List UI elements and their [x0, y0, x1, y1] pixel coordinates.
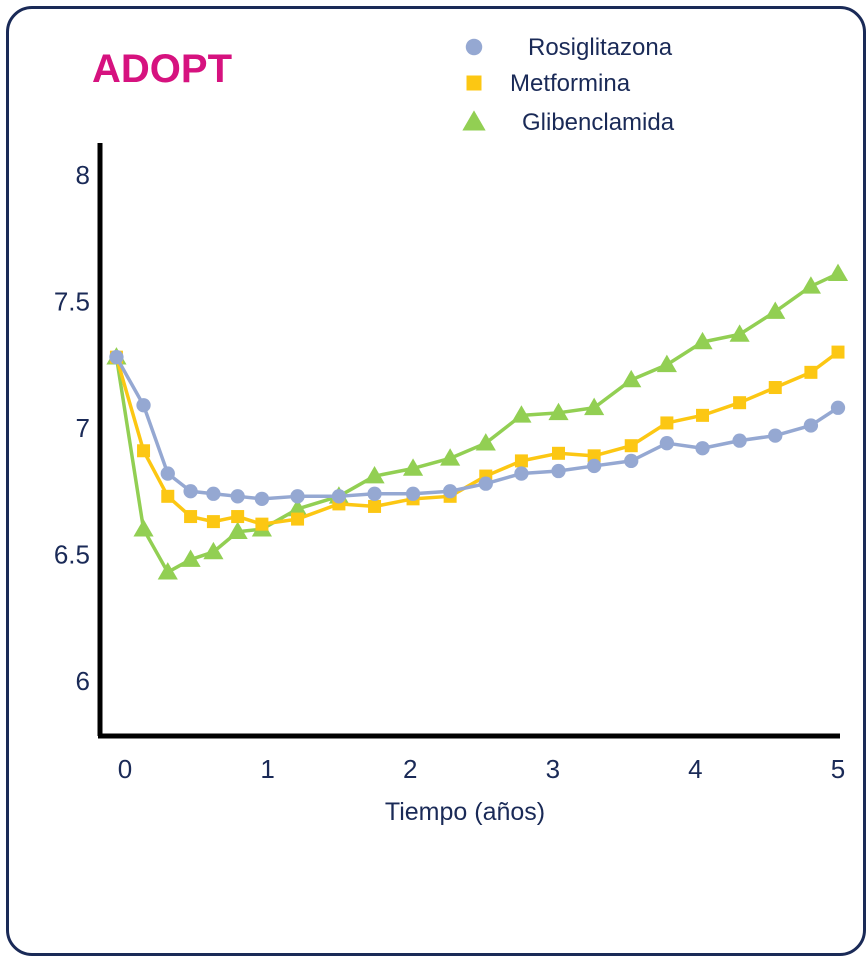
data-point	[803, 418, 819, 433]
data-point	[206, 486, 221, 501]
legend-item: Rosiglitazona	[465, 34, 673, 61]
data-point	[624, 453, 639, 469]
y-tick-label: 7.5	[54, 287, 90, 317]
data-point	[462, 110, 486, 131]
x-tick-label: 1	[260, 754, 274, 784]
legend-label: Metformina	[510, 70, 631, 97]
y-tick-label: 6	[76, 666, 90, 696]
data-point	[514, 466, 529, 481]
data-point	[765, 301, 786, 319]
x-tick-label: 4	[688, 754, 702, 784]
data-point	[254, 491, 270, 506]
data-point	[831, 345, 845, 359]
data-point	[231, 510, 245, 524]
data-point	[137, 444, 151, 458]
data-point	[584, 397, 605, 416]
legend: Rosiglitazona Metformina Glibenclamida	[462, 34, 675, 136]
data-point	[442, 484, 458, 499]
data-point	[587, 458, 602, 474]
data-point	[800, 276, 821, 294]
data-point	[548, 402, 569, 421]
x-tick-label: 2	[403, 754, 417, 784]
series-rosiglitazona	[109, 350, 846, 506]
data-point	[478, 476, 493, 491]
data-point	[624, 439, 638, 453]
data-point	[830, 400, 846, 415]
data-point	[827, 263, 849, 281]
data-point	[290, 489, 305, 504]
data-point	[768, 381, 782, 395]
data-point	[157, 562, 178, 580]
data-point	[203, 541, 224, 560]
legend-item: Metformina	[466, 70, 631, 97]
data-point	[331, 489, 347, 504]
data-point	[180, 549, 201, 567]
data-point	[367, 486, 382, 501]
data-point	[804, 365, 818, 379]
data-point	[109, 350, 124, 365]
data-point	[291, 512, 305, 526]
data-point	[465, 38, 483, 56]
x-axis-title: Tiempo (años)	[385, 798, 545, 826]
legend-label: Rosiglitazona	[528, 34, 673, 61]
y-tick-label: 7	[76, 413, 90, 443]
data-point	[729, 324, 750, 342]
data-point	[475, 433, 496, 451]
data-point	[660, 416, 674, 430]
data-point	[768, 428, 783, 443]
data-point	[230, 489, 245, 504]
data-point	[368, 499, 382, 513]
data-point	[287, 498, 308, 517]
data-point	[136, 398, 151, 413]
x-tick-label: 0	[118, 754, 132, 784]
data-point	[206, 515, 220, 529]
x-tick-label: 3	[546, 754, 560, 784]
data-point	[511, 405, 532, 423]
data-point	[255, 517, 269, 531]
data-point	[227, 521, 248, 540]
data-point	[364, 465, 385, 484]
data-point	[514, 454, 528, 468]
y-tick-label: 8	[76, 160, 90, 190]
data-point	[733, 396, 747, 410]
data-point	[692, 331, 713, 350]
series-glibenclamida	[106, 263, 849, 580]
data-point	[160, 466, 175, 481]
data-point	[161, 489, 175, 503]
data-point	[133, 519, 154, 537]
data-point	[551, 463, 566, 479]
series-line	[114, 356, 839, 501]
y-tick-label: 6.5	[54, 540, 90, 570]
chart-title: ADOPT	[92, 47, 232, 91]
data-point	[696, 408, 710, 422]
data-point	[405, 486, 421, 501]
data-point	[402, 458, 424, 476]
data-point	[656, 354, 677, 373]
legend-label: Glibenclamida	[522, 109, 675, 136]
series-line	[114, 272, 839, 574]
data-point	[184, 510, 198, 524]
data-point	[732, 433, 747, 448]
data-point	[440, 448, 461, 466]
series-line	[114, 350, 840, 526]
data-point	[587, 449, 601, 463]
legend-item: Glibenclamida	[462, 109, 675, 136]
data-point	[621, 369, 642, 388]
data-point	[552, 446, 566, 460]
data-point	[183, 484, 198, 499]
data-point	[695, 441, 710, 456]
x-tick-label: 5	[831, 754, 845, 784]
chart-frame	[6, 6, 866, 956]
data-point	[466, 75, 482, 91]
data-point	[659, 436, 675, 451]
